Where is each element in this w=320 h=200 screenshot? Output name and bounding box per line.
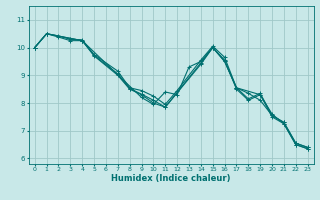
- X-axis label: Humidex (Indice chaleur): Humidex (Indice chaleur): [111, 174, 231, 183]
